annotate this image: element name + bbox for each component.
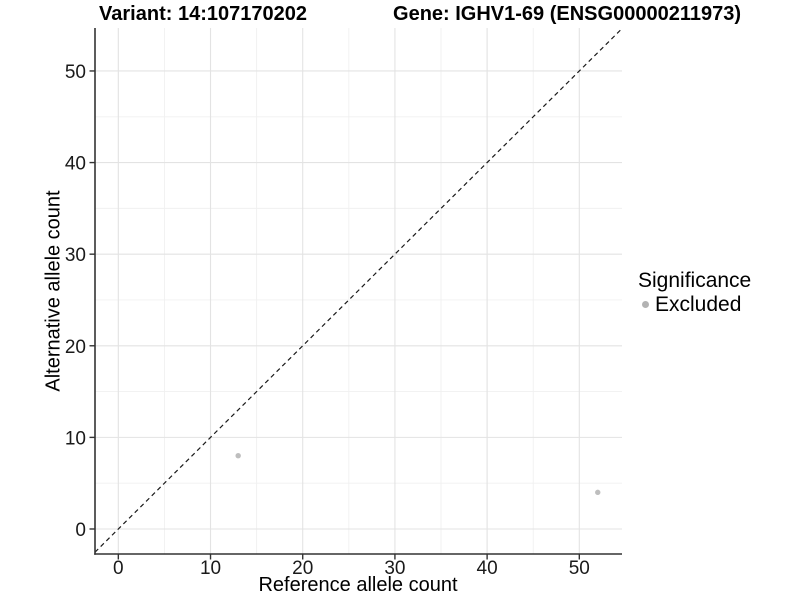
y-tick-label: 30 [65, 245, 86, 266]
data-point [595, 489, 601, 496]
y-tick-label: 0 [75, 520, 86, 541]
x-tick-label: 40 [477, 558, 498, 579]
y-axis-title: Alternative allele count [42, 190, 65, 392]
y-tick-label: 50 [65, 62, 86, 83]
y-tick-label: 10 [65, 428, 86, 449]
tick-marks [89, 70, 581, 560]
plot-title-variant: Variant: 14:107170202 [99, 3, 307, 25]
legend: Significance Excluded [638, 269, 751, 316]
tick-labels: 0 10 20 30 40 50 0 10 20 30 40 50 [65, 62, 590, 579]
y-tick-label: 20 [65, 337, 86, 358]
x-axis-title: Reference allele count [258, 574, 458, 596]
identity-line [94, 28, 623, 553]
y-tick-label: 40 [65, 154, 86, 175]
legend-title: Significance [638, 269, 752, 292]
x-tick-label: 0 [113, 558, 124, 579]
x-tick-label: 30 [384, 558, 405, 579]
data-point [235, 453, 241, 459]
legend-item-excluded: Excluded [638, 293, 751, 316]
legend-item-label: Excluded [655, 292, 742, 316]
x-tick-label: 20 [292, 558, 313, 579]
grid-major [95, 28, 622, 554]
plot-title-gene: Gene: IGHV1-69 (ENSG00000211973) [393, 3, 741, 25]
x-tick-label: 50 [569, 558, 590, 579]
x-tick-label: 10 [200, 558, 221, 579]
grid-minor [95, 28, 622, 554]
data-points [235, 453, 601, 496]
legend-key-dot-icon [642, 301, 649, 308]
